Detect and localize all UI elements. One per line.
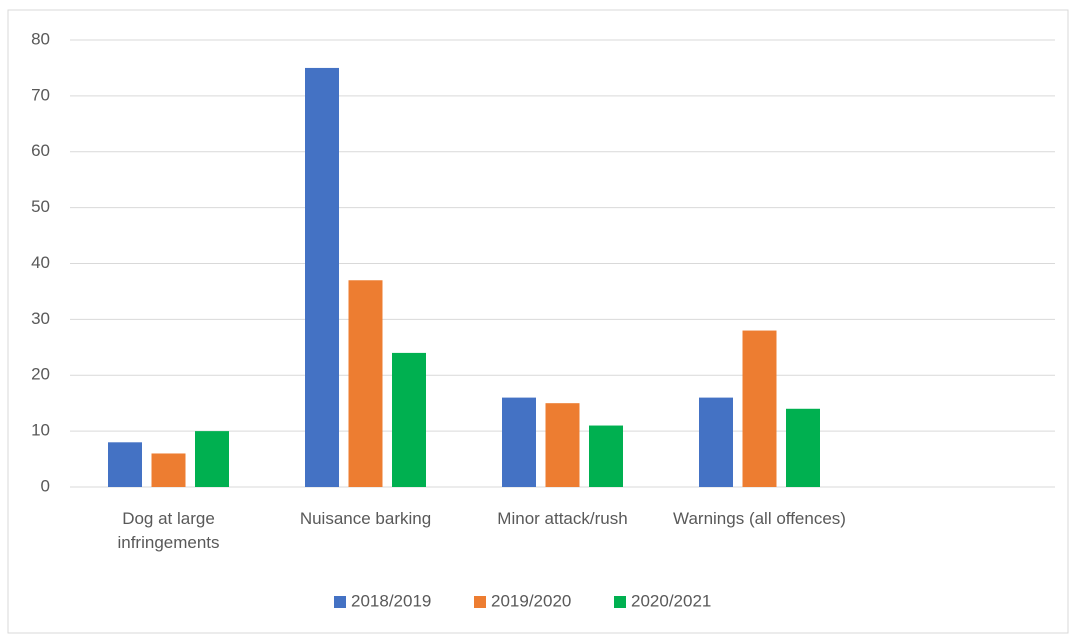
bar: [786, 408, 820, 487]
bar: [502, 397, 536, 487]
y-tick-label: 10: [31, 421, 50, 440]
chart-border: [7, 9, 1069, 634]
y-tick-label: 60: [31, 141, 50, 160]
legend-label: 2019/2020: [491, 591, 571, 610]
x-tick-label: Warnings (all offences): [673, 509, 846, 528]
bar: [545, 403, 580, 487]
x-tick-label: Dog at large infringements: [117, 509, 220, 552]
bar: [392, 352, 426, 487]
y-tick-label: 0: [41, 476, 50, 495]
bar: [108, 442, 142, 487]
legend-label: 2020/2021: [631, 591, 711, 610]
y-tick-label: 40: [31, 253, 50, 272]
y-tick-label: 30: [31, 309, 50, 328]
x-tick-label: Nuisance barking: [299, 509, 432, 528]
y-tick-label: 70: [31, 85, 50, 104]
bar: [195, 431, 229, 487]
bar: [742, 330, 777, 487]
y-tick-label: 50: [31, 197, 50, 216]
bar: [699, 397, 733, 487]
bar: [348, 280, 383, 487]
y-tick-label: 20: [31, 365, 50, 384]
legend-swatch: [614, 596, 626, 608]
legend-swatch: [334, 596, 346, 608]
bar: [151, 453, 186, 487]
legend-swatch: [474, 596, 486, 608]
y-tick-label: 80: [31, 29, 50, 48]
x-tick-label: Minor attack/rush: [497, 509, 628, 528]
bar: [589, 425, 623, 487]
legend-label: 2018/2019: [351, 591, 431, 610]
bar: [305, 67, 339, 487]
